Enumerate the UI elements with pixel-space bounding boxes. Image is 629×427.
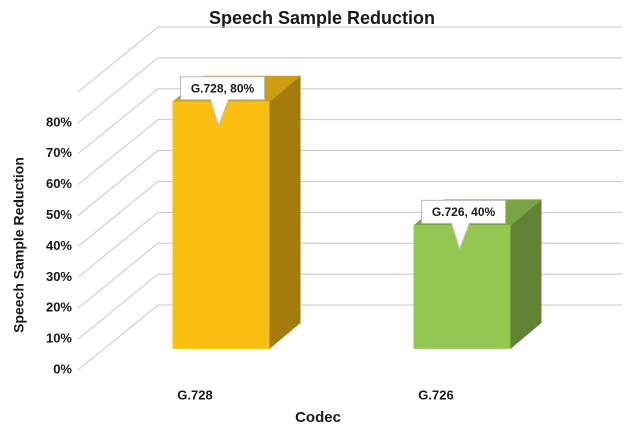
y-tick-label: 20% bbox=[46, 300, 72, 315]
grid-line bbox=[77, 150, 622, 216]
bar bbox=[172, 75, 301, 349]
x-tick-label: G.726 bbox=[418, 387, 453, 402]
x-tick-label: G.728 bbox=[177, 387, 212, 402]
bar-front bbox=[413, 225, 511, 349]
y-tick-label: 0% bbox=[53, 361, 72, 376]
callout bbox=[180, 76, 265, 128]
y-axis-label: Speech Sample Reduction bbox=[11, 157, 27, 333]
wall-edge bbox=[77, 26, 622, 93]
grid-line bbox=[77, 119, 622, 186]
y-tick-label: 70% bbox=[46, 145, 72, 160]
y-tick-label: 80% bbox=[46, 114, 72, 129]
bar-side bbox=[269, 75, 301, 349]
data-label: G.726, 40% bbox=[432, 205, 496, 219]
grid-line bbox=[77, 57, 622, 124]
grid-line bbox=[77, 88, 622, 155]
x-axis-label: Codec bbox=[295, 409, 341, 426]
y-tick-label: 50% bbox=[46, 207, 72, 222]
grid-line bbox=[77, 180, 622, 247]
callout bbox=[421, 199, 506, 251]
chart-title: Speech Sample Reduction bbox=[209, 8, 435, 28]
y-tick-label: 40% bbox=[46, 238, 72, 253]
bar-front bbox=[172, 101, 270, 349]
y-tick-label: 60% bbox=[46, 176, 72, 191]
y-tick-label: 10% bbox=[46, 331, 72, 346]
data-label: G.728, 80% bbox=[191, 81, 255, 95]
y-tick-label: 30% bbox=[46, 269, 72, 284]
bar-side bbox=[510, 199, 542, 349]
